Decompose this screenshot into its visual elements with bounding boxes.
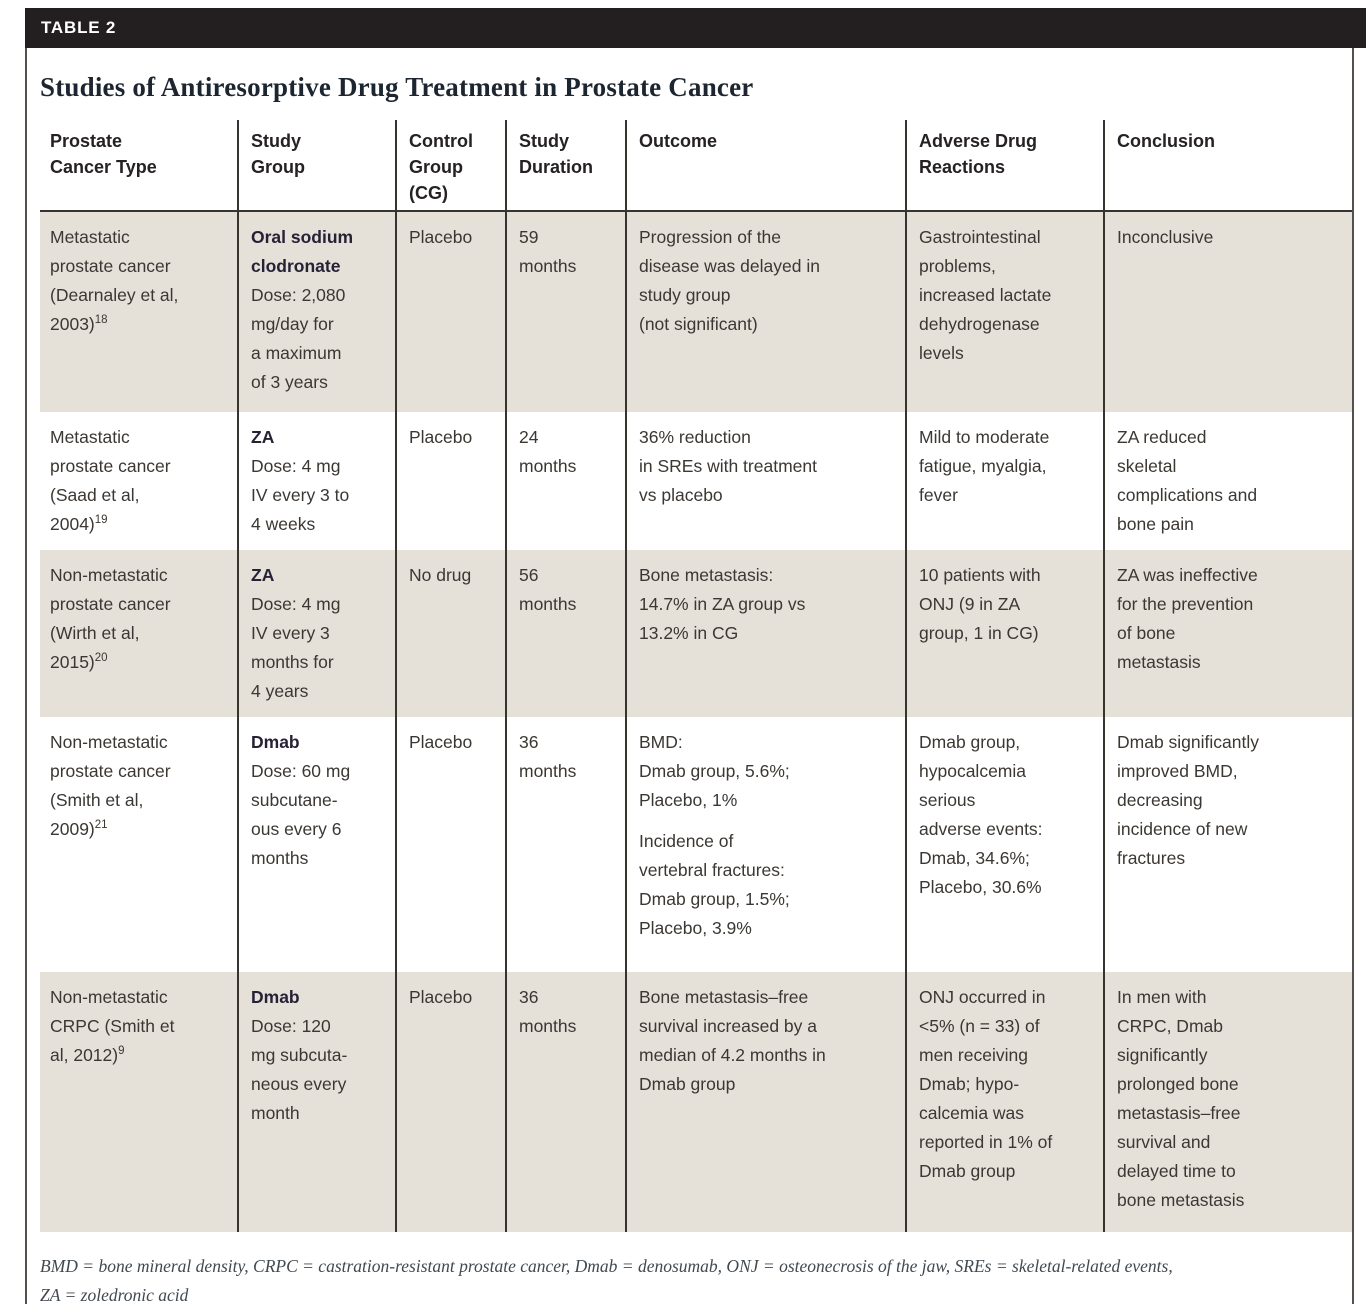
cell-study-duration: 36 months <box>505 717 625 972</box>
cell-study-group: ZA Dose: 4 mg IV every 3 months for 4 yea… <box>237 550 395 717</box>
cell-adverse-drug-reactions: Dmab group, hypocalcemia serious adverse… <box>905 717 1103 972</box>
cell-adverse-drug-reactions: ONJ occurred in <5% (n = 33) of men rece… <box>905 972 1103 1232</box>
cell-adverse-drug-reactions: Gastrointestinal problems, increased lac… <box>905 212 1103 412</box>
cancer-type-text: Metastatic prostate cancer (Dearnaley et… <box>50 227 179 334</box>
cell-cancer-type: Non-metastatic prostate cancer (Smith et… <box>40 717 237 972</box>
cell-study-duration: 56 months <box>505 550 625 717</box>
cell-study-group: Dmab Dose: 120 mg subcuta- neous every mo… <box>237 972 395 1232</box>
cell-control-group: Placebo <box>395 412 505 550</box>
study-drug-name: Dmab <box>251 987 300 1007</box>
study-dose: Dose: 120 mg subcuta- neous every month <box>251 1016 348 1123</box>
cell-cancer-type: Non-metastatic CRPC (Smith et al, 2012)9 <box>40 972 237 1232</box>
cancer-type-text: Non-metastatic prostate cancer (Smith et… <box>50 732 171 839</box>
studies-table: Prostate Cancer Type Study Group Control… <box>40 120 1352 1232</box>
cell-outcome: Bone metastasis–free survival increased … <box>625 972 905 1232</box>
study-drug-name: Dmab <box>251 732 300 752</box>
cell-study-duration: 24 months <box>505 412 625 550</box>
column-header-prostate-cancer-type: Prostate Cancer Type <box>40 120 237 212</box>
reference-superscript: 20 <box>94 652 108 665</box>
cell-cancer-type: Metastatic prostate cancer (Dearnaley et… <box>40 212 237 412</box>
cell-conclusion: ZA was ineffective for the prevention of… <box>1103 550 1352 717</box>
study-drug-name: Oral sodium clodronate <box>251 227 354 276</box>
cell-adverse-drug-reactions: Mild to moderate fatigue, myalgia, fever <box>905 412 1103 550</box>
column-header-conclusion: Conclusion <box>1103 120 1352 212</box>
column-header-study-group: Study Group <box>237 120 395 212</box>
column-header-adverse-drug-reactions: Adverse Drug Reactions <box>905 120 1103 212</box>
footnote-line-1: BMD = bone mineral density, CRPC = castr… <box>40 1256 1173 1276</box>
study-dose: Dose: 4 mg IV every 3 months for 4 years <box>251 594 341 701</box>
outcome-bmd: BMD: Dmab group, 5.6%; Placebo, 1% <box>639 732 790 810</box>
cell-conclusion: ZA reduced skeletal complications and bo… <box>1103 412 1352 550</box>
table-footnote: BMD = bone mineral density, CRPC = castr… <box>40 1252 1338 1304</box>
footnote-line-2: ZA = zoledronic acid <box>40 1285 189 1304</box>
cell-control-group: No drug <box>395 550 505 717</box>
study-dose: Dose: 4 mg IV every 3 to 4 weeks <box>251 456 350 534</box>
cell-outcome: Progression of the disease was delayed i… <box>625 212 905 412</box>
cell-study-duration: 36 months <box>505 972 625 1232</box>
reference-superscript: 19 <box>94 514 108 527</box>
column-header-study-duration: Study Duration <box>505 120 625 212</box>
cell-cancer-type: Non-metastatic prostate cancer (Wirth et… <box>40 550 237 717</box>
cell-control-group: Placebo <box>395 972 505 1232</box>
cell-conclusion: Inconclusive <box>1103 212 1352 412</box>
reference-superscript: 18 <box>94 314 108 327</box>
table-label: TABLE 2 <box>41 18 117 37</box>
cell-adverse-drug-reactions: 10 patients with ONJ (9 in ZA group, 1 i… <box>905 550 1103 717</box>
cancer-type-text: Non-metastatic CRPC (Smith et al, 2012) <box>50 987 175 1065</box>
column-header-control-group: Control Group (CG) <box>395 120 505 212</box>
study-drug-name: ZA <box>251 565 275 585</box>
study-dose: Dose: 2,080 mg/day for a maximum of 3 ye… <box>251 285 346 392</box>
cell-cancer-type: Metastatic prostate cancer (Saad et al, … <box>40 412 237 550</box>
study-dose: Dose: 60 mg subcutane- ous every 6 month… <box>251 761 351 868</box>
reference-superscript: 21 <box>94 819 108 832</box>
outcome-fractures: Incidence of vertebral fractures: Dmab g… <box>639 831 790 938</box>
content-frame: Studies of Antiresorptive Drug Treatment… <box>25 48 1354 1304</box>
cell-outcome: Bone metastasis: 14.7% in ZA group vs 13… <box>625 550 905 717</box>
cell-outcome: 36% reduction in SREs with treatment vs … <box>625 412 905 550</box>
cell-study-group: Dmab Dose: 60 mg subcutane- ous every 6 m… <box>237 717 395 972</box>
cell-study-group: Oral sodium clodronate Dose: 2,080 mg/day… <box>237 212 395 412</box>
cell-study-duration: 59 months <box>505 212 625 412</box>
cell-conclusion: Dmab significantly improved BMD, decreas… <box>1103 717 1352 972</box>
cell-control-group: Placebo <box>395 717 505 972</box>
table-title: Studies of Antiresorptive Drug Treatment… <box>40 72 754 102</box>
cell-conclusion: In men with CRPC, Dmab significantly pro… <box>1103 972 1352 1232</box>
reference-superscript: 9 <box>118 1045 125 1058</box>
cancer-type-text: Non-metastatic prostate cancer (Wirth et… <box>50 565 171 672</box>
study-drug-name: ZA <box>251 427 275 447</box>
cell-control-group: Placebo <box>395 212 505 412</box>
column-header-outcome: Outcome <box>625 120 905 212</box>
cell-outcome: BMD: Dmab group, 5.6%; Placebo, 1% Incide… <box>625 717 905 972</box>
table-label-bar: TABLE 2 <box>25 8 1366 48</box>
cancer-type-text: Metastatic prostate cancer (Saad et al, … <box>50 427 171 534</box>
cell-study-group: ZA Dose: 4 mg IV every 3 to 4 weeks <box>237 412 395 550</box>
